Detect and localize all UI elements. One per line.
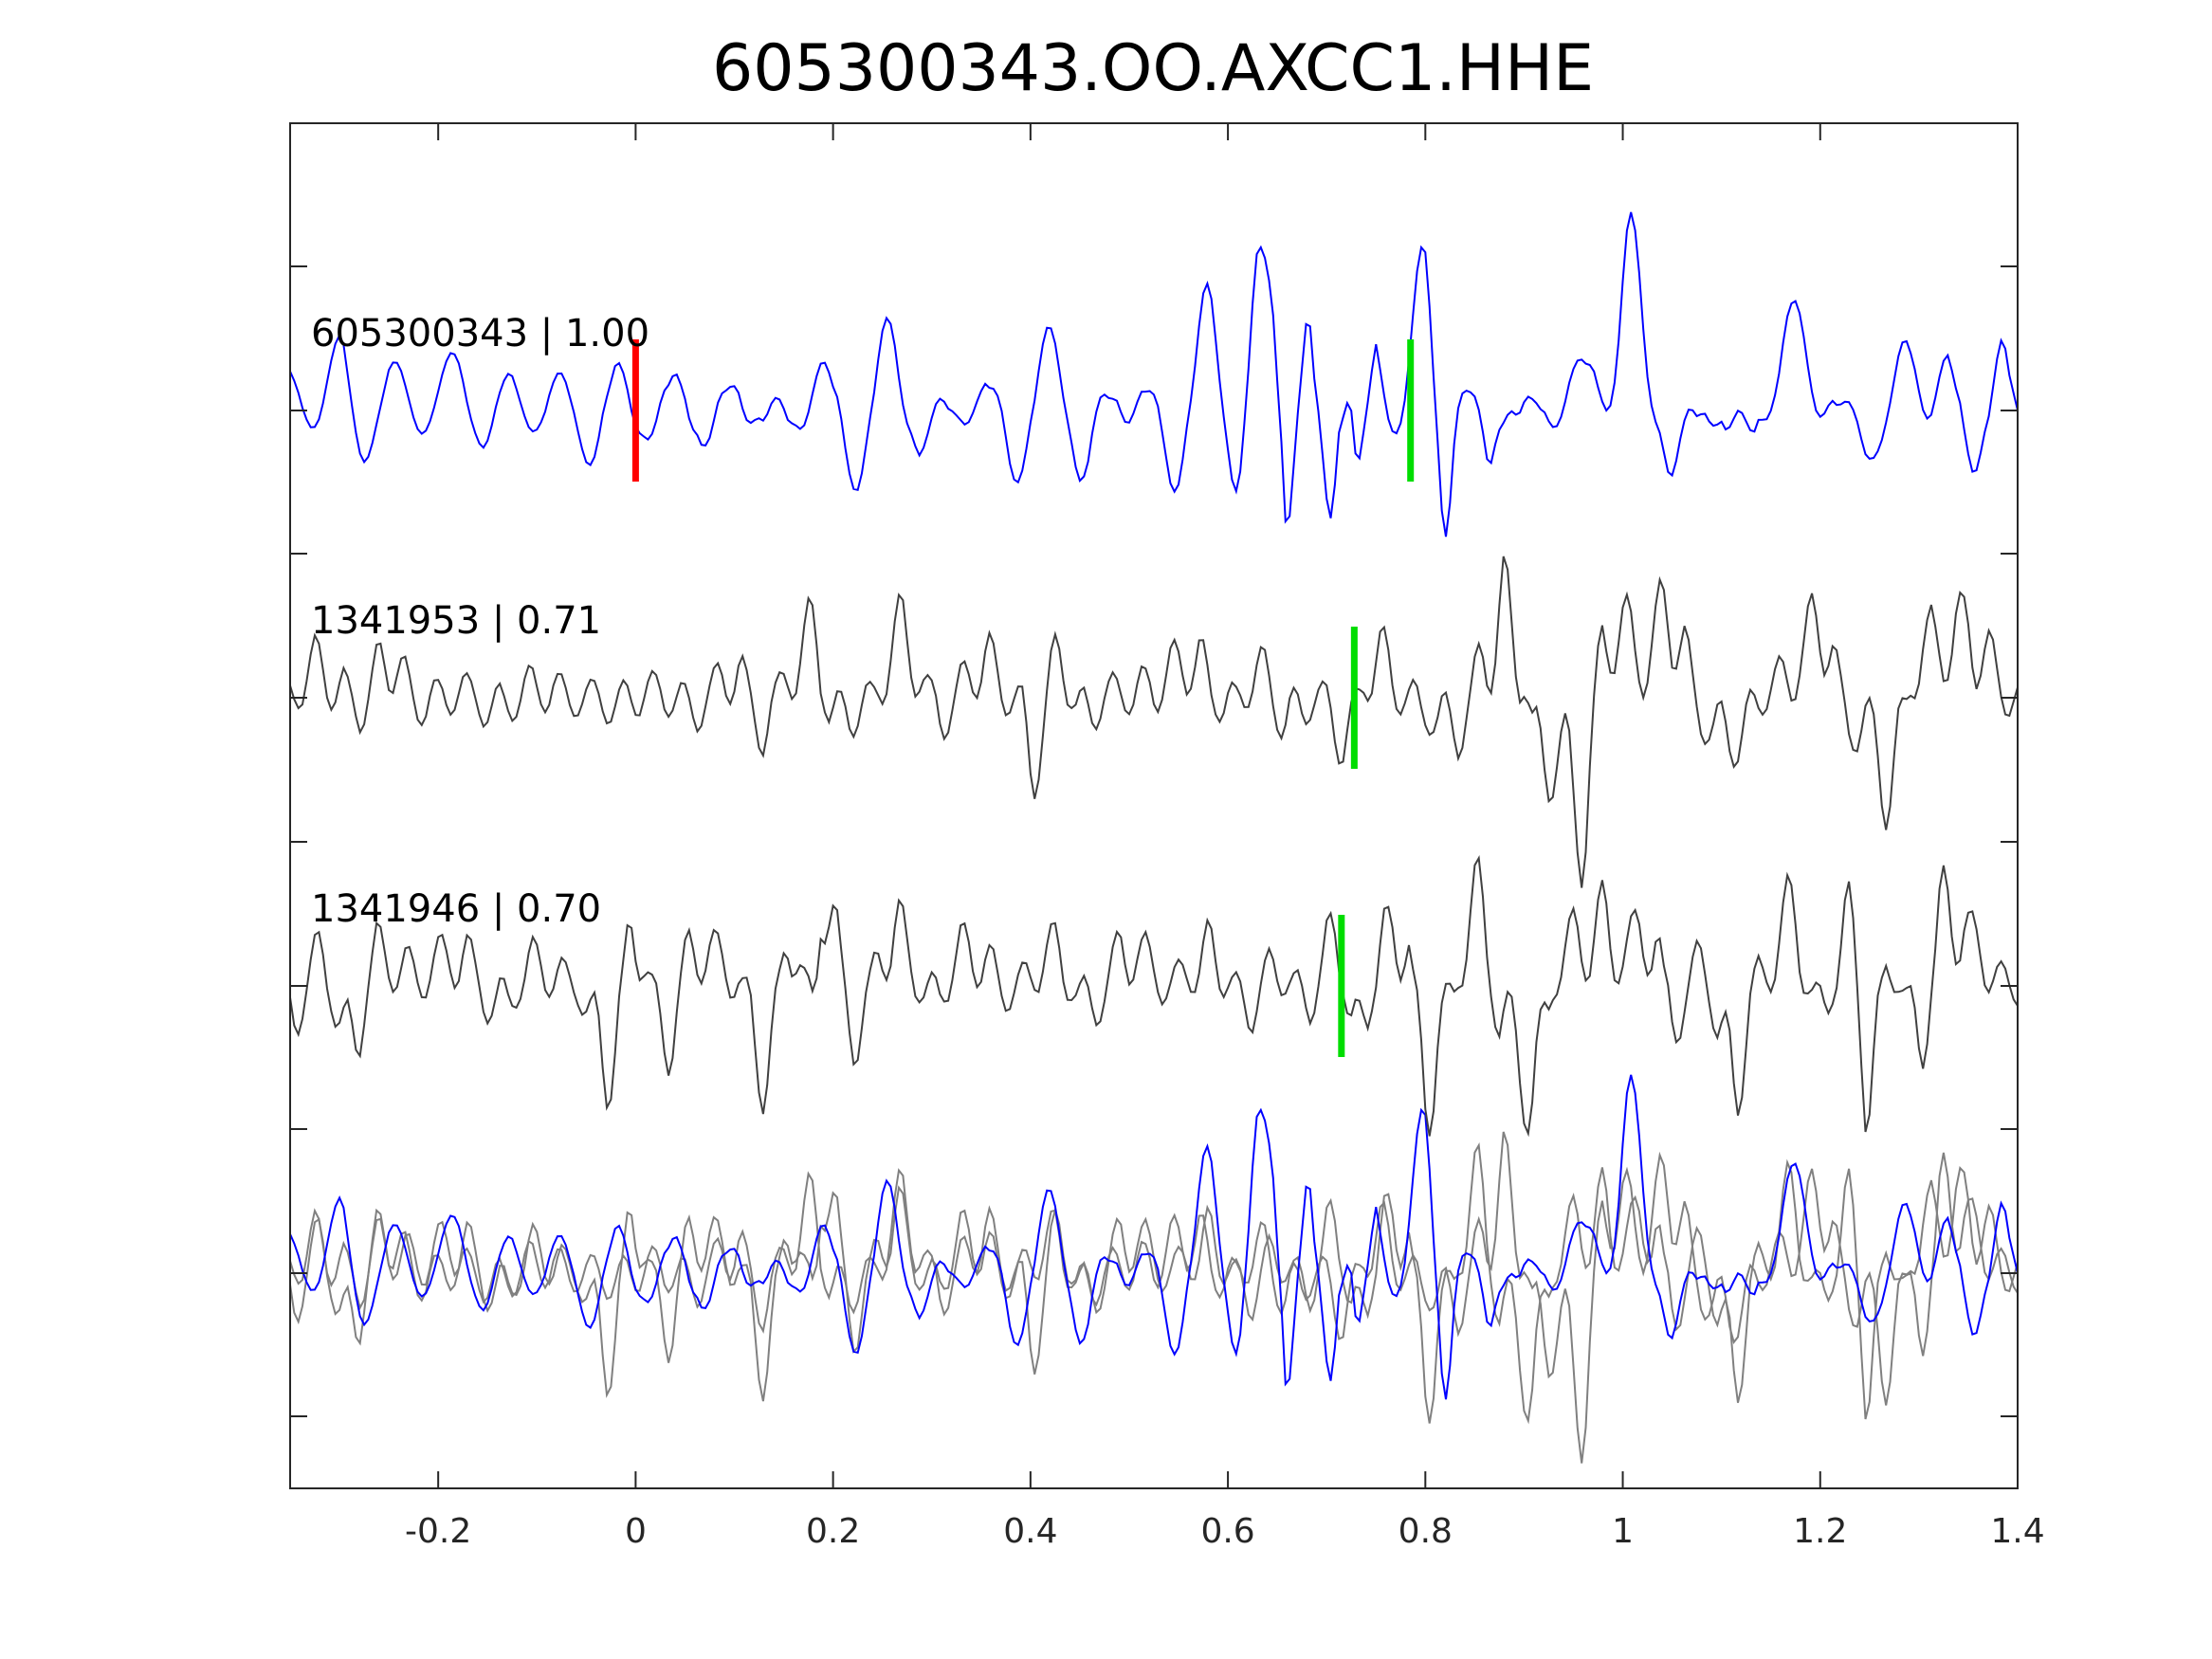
x-tick-label: 1 <box>1612 1512 1634 1551</box>
x-tick-label: 0 <box>625 1512 647 1551</box>
overlay-trace-605300343 <box>290 1074 2018 1400</box>
trace-1341953 <box>290 556 2018 888</box>
x-tick-label: 1.4 <box>1990 1512 2044 1551</box>
axis-ticks: -0.2 0 0.2 0.4 0.6 0.8 1 1.2 1.4 <box>290 123 2045 1551</box>
x-tick-label: 1.2 <box>1793 1512 1847 1551</box>
overlay-trace-1341953 <box>290 1131 2018 1464</box>
chart-title: 605300343.OO.AXCC1.HHE <box>712 31 1594 106</box>
axes-frame <box>289 122 2019 1489</box>
trace-label-1341953: 1341953 | 0.71 <box>311 599 601 643</box>
trace-label-605300343: 605300343 | 1.00 <box>311 312 649 356</box>
x-tick-label: -0.2 <box>405 1512 471 1551</box>
x-tick-label: 0.8 <box>1398 1512 1453 1551</box>
trace-605300343 <box>290 211 2018 538</box>
plot-area <box>290 211 2018 1464</box>
x-tick-label: 0.6 <box>1200 1512 1254 1551</box>
x-tick-label: 0.4 <box>1003 1512 1057 1551</box>
trace-1341946 <box>290 855 2018 1138</box>
x-tick-label: 0.2 <box>806 1512 860 1551</box>
trace-labels: 605300343 | 1.00 1341953 | 0.71 1341946 | … <box>311 312 649 931</box>
trace-label-1341946: 1341946 | 0.70 <box>311 887 601 931</box>
